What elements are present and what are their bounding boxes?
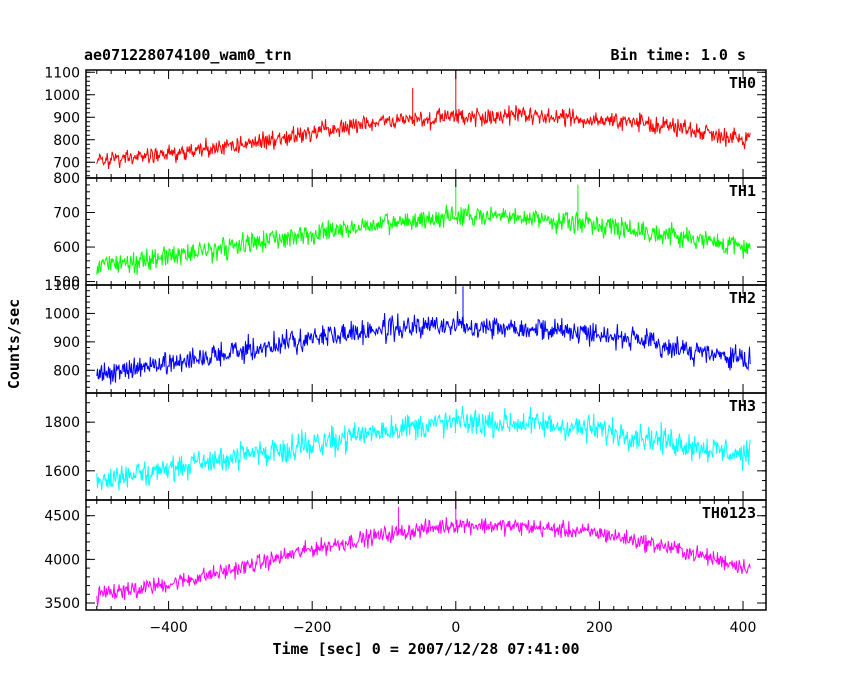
y-axis-label: Counts/sec xyxy=(5,299,23,389)
x-axis-label: Time [sec] 0 = 2007/12/28 07:41:00 xyxy=(272,640,579,658)
panel-frame xyxy=(85,284,767,394)
panel-label-th0: TH0 xyxy=(729,74,756,92)
panel-label-th1: TH1 xyxy=(729,182,756,200)
panel-label-th3: TH3 xyxy=(729,397,756,415)
panel-th0: 700 800 900 1000 1100 TH0 xyxy=(44,65,767,179)
y-tick-label: 500 xyxy=(53,275,80,291)
panels-group: 70080090010001100TH0500600700800TH180090… xyxy=(44,65,767,636)
y-tick-label: 3500 xyxy=(44,596,80,612)
x-tick-label: −200 xyxy=(293,620,331,636)
panel-label-th0123: TH0123 xyxy=(702,504,756,522)
y-tick-label: 600 xyxy=(53,240,80,256)
panel-th2: 800 900 1000 1100 TH2 xyxy=(44,278,767,394)
y-tick-label: 900 xyxy=(53,335,80,351)
panel-label-th2: TH2 xyxy=(729,289,756,307)
y-tick-label: 900 xyxy=(53,110,80,126)
panel-th3: 1600 1800 TH3 xyxy=(44,392,767,501)
panel-th0123: 3500 4000 4500 TH0123 −400 −200 0 200 400 xyxy=(44,499,767,636)
series-line-th3 xyxy=(96,405,751,491)
bin-time-label: Bin time: 1.0 s xyxy=(611,46,746,64)
x-tick-label: 0 xyxy=(451,620,460,636)
y-tick-label: 4000 xyxy=(44,552,80,568)
series-line-th0 xyxy=(96,70,751,170)
x-tick-label: 200 xyxy=(586,620,613,636)
y-tick-label: 1600 xyxy=(44,464,80,480)
y-tick-label: 1800 xyxy=(44,415,80,431)
y-tick-label: 800 xyxy=(53,363,80,379)
file-title: ae071228074100_wam0_trn xyxy=(84,46,292,64)
y-tick-label: 800 xyxy=(53,133,80,149)
x-tick-label: −400 xyxy=(149,620,187,636)
y-tick-label: 1100 xyxy=(44,65,80,81)
panel-th1: 500 600 700 800 TH1 xyxy=(53,171,767,291)
x-tick-label: 400 xyxy=(730,620,757,636)
panel-frame xyxy=(85,499,767,611)
y-tick-label: 700 xyxy=(53,206,80,222)
series-line-th0123 xyxy=(96,500,751,607)
y-tick-label: 800 xyxy=(53,171,80,187)
y-tick-label: 700 xyxy=(53,155,80,171)
y-tick-label: 1000 xyxy=(44,306,80,322)
y-tick-label: 1100 xyxy=(44,278,80,294)
series-line-th2 xyxy=(96,286,751,385)
series-line-th1 xyxy=(96,179,751,276)
y-tick-label: 4500 xyxy=(44,509,80,525)
panel-frame xyxy=(85,392,767,501)
y-tick-label: 1000 xyxy=(44,88,80,104)
